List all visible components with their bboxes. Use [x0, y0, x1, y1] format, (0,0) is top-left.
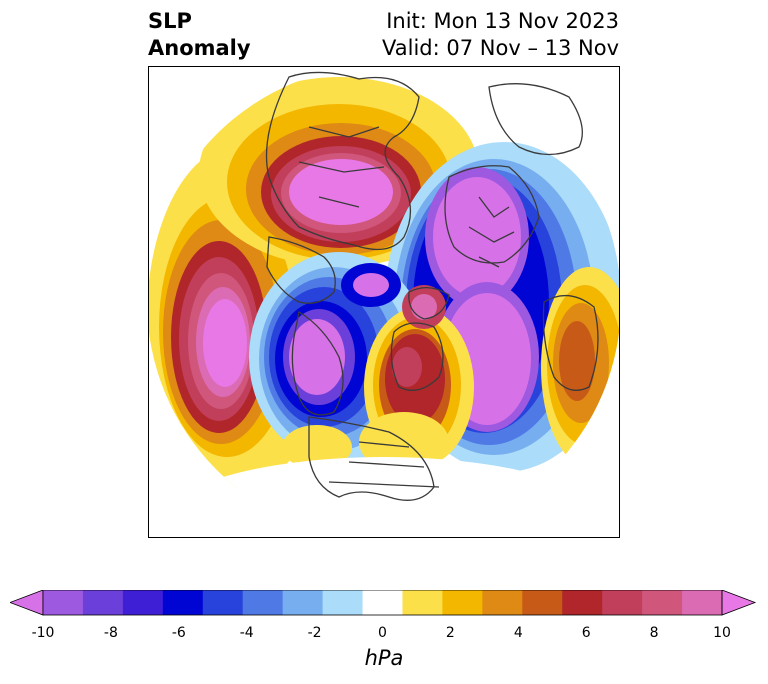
eastern-us-high-anomaly [282, 412, 449, 472]
colorbar-cell [402, 590, 443, 615]
colorbar-tick-label: -8 [103, 625, 118, 641]
valid-range-text: Valid: 07 Nov – 13 Nov [382, 36, 619, 60]
anomaly-field [149, 77, 619, 537]
colorbar-cell [362, 590, 403, 615]
colorbar-tick-label: -2 [307, 625, 322, 641]
colorbar-tick-label: -4 [239, 625, 254, 641]
colorbar-cell [122, 590, 164, 615]
map-title-variable: SLP Anomaly [148, 8, 251, 62]
colorbar-outline [42, 590, 723, 616]
title-variable-line1: SLP [148, 9, 192, 33]
colorbar-cell [202, 590, 244, 615]
colorbar-unit-label: hPa [364, 646, 404, 670]
colorbar-cell [242, 590, 284, 615]
colorbar-cells [43, 590, 723, 615]
colorbar-tick-labels: -10 -8 -6 -4 -2 0 2 4 6 8 10 [0, 625, 768, 645]
colorbar-tick-label: 6 [581, 625, 591, 641]
colorbar-upper-extend [721, 590, 757, 616]
polar-map-panel [148, 66, 620, 538]
colorbar-cell [43, 590, 84, 615]
near-zero-region [154, 457, 614, 537]
colorbar-cell [642, 590, 683, 615]
colorbar-tick-label: -6 [171, 625, 186, 641]
colorbar-cell [682, 590, 723, 615]
colorbar-cell [562, 590, 603, 615]
colorbar-tick-label: 8 [649, 625, 659, 641]
colorbar-tick-label: 2 [445, 625, 455, 641]
colorbar-lower-extend [10, 590, 44, 616]
polar-map [149, 71, 619, 537]
colorbar-cell [442, 590, 483, 615]
colorbar-tick-label: 0 [378, 625, 387, 641]
colorbar-cell [482, 590, 523, 615]
title-variable-line2: Anomaly [148, 36, 251, 60]
colorbar-cell [322, 590, 364, 615]
colorbar-tick-label: 4 [513, 625, 523, 641]
init-date-text: Init: Mon 13 Nov 2023 [386, 9, 619, 33]
map-title-dates: Init: Mon 13 Nov 2023 Valid: 07 Nov – 13… [382, 8, 619, 62]
colorbar-cell [602, 590, 643, 615]
colorbar [10, 590, 757, 616]
colorbar-cell [282, 590, 324, 615]
colorbar-tick-label: -10 [31, 625, 55, 641]
colorbar-cell [522, 590, 563, 615]
colorbar-cell [82, 590, 124, 615]
colorbar-tick-label: 10 [713, 625, 731, 641]
coastlines [265, 71, 599, 501]
colorbar-cell [162, 590, 204, 615]
